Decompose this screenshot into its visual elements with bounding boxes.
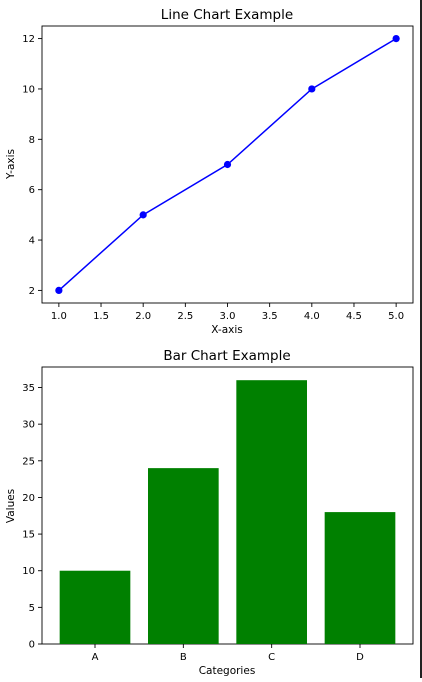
line-chart-series (55, 34, 400, 295)
bar-chart-y-tick-label: 5 (29, 603, 35, 614)
line-chart-y-tick-label: 12 (22, 34, 35, 45)
right-edge-border (420, 0, 422, 678)
line-chart-y-axis-label: Y-axis (5, 149, 17, 180)
line-chart-y-tick-label: 4 (29, 236, 35, 247)
line-chart-x-tick-label: 4.5 (346, 311, 362, 322)
line-chart-y-tick-label: 10 (22, 84, 35, 95)
bar-chart-y-tick-label: 25 (22, 456, 35, 467)
line-data-point (55, 286, 63, 295)
bar-chart-x-ticks: A B C D (92, 644, 364, 663)
bar-chart-y-ticks: 0 5 10 15 20 25 30 35 (22, 383, 42, 651)
bar-chart-y-tick-label: 35 (22, 383, 35, 394)
line-chart-x-tick-label: 2.0 (135, 311, 151, 322)
bar-chart-x-tick-label: D (356, 652, 364, 663)
bar-chart-x-tick-label: C (268, 652, 275, 663)
line-chart-x-tick-label: 5.0 (388, 311, 404, 322)
line-chart-x-tick-label: 3.5 (262, 311, 278, 322)
line-chart-x-tick-label: 2.5 (177, 311, 193, 322)
line-chart-x-tick-label: 3.0 (220, 311, 236, 322)
line-chart-x-ticks: 1.0 1.5 2.0 2.5 3.0 3.5 4.0 4.5 5.0 (51, 303, 404, 322)
bar-A (59, 570, 131, 644)
line-data-point (223, 160, 232, 169)
bar-chart: Bar Chart Example A B C D 0 5 10 15 20 25 30 35 Ca… (5, 348, 414, 677)
bar-B (148, 468, 219, 644)
bar-D (324, 512, 396, 644)
line-data-point (139, 211, 147, 219)
line-chart-x-tick-label: 4.0 (304, 311, 320, 322)
line-chart-x-tick-label: 1.5 (93, 311, 109, 322)
line-chart-y-tick-label: 2 (29, 286, 35, 297)
bar-chart-x-tick-label: B (180, 652, 187, 663)
line-data-point (392, 34, 400, 43)
bar-chart-y-tick-label: 10 (22, 566, 35, 577)
bar-chart-bars (59, 380, 396, 644)
bar-chart-y-tick-label: 20 (22, 493, 35, 504)
line-chart-x-tick-label: 1.0 (51, 311, 67, 322)
line-chart-x-axis-label: X-axis (211, 324, 243, 336)
line-chart: Line Chart Example 1.0 1.5 2.0 2.5 3.0 3.5 4.0… (5, 7, 414, 336)
line-chart-y-ticks: 2 4 6 8 10 12 (22, 34, 42, 297)
bar-C (236, 380, 307, 644)
bar-chart-y-tick-label: 30 (22, 420, 35, 431)
line-chart-y-tick-label: 6 (29, 185, 35, 196)
line-data-point (308, 85, 316, 93)
bar-chart-x-tick-label: A (92, 652, 99, 663)
bar-chart-y-axis-label: Values (5, 489, 17, 523)
line-chart-title: Line Chart Example (161, 7, 293, 23)
line-chart-y-tick-label: 8 (29, 135, 35, 146)
bar-chart-y-tick-label: 15 (22, 530, 35, 541)
bar-chart-axes-frame (41, 366, 414, 645)
bar-chart-title: Bar Chart Example (163, 348, 290, 364)
bar-chart-y-tick-label: 0 (29, 640, 35, 651)
bar-chart-x-axis-label: Categories (199, 665, 256, 677)
